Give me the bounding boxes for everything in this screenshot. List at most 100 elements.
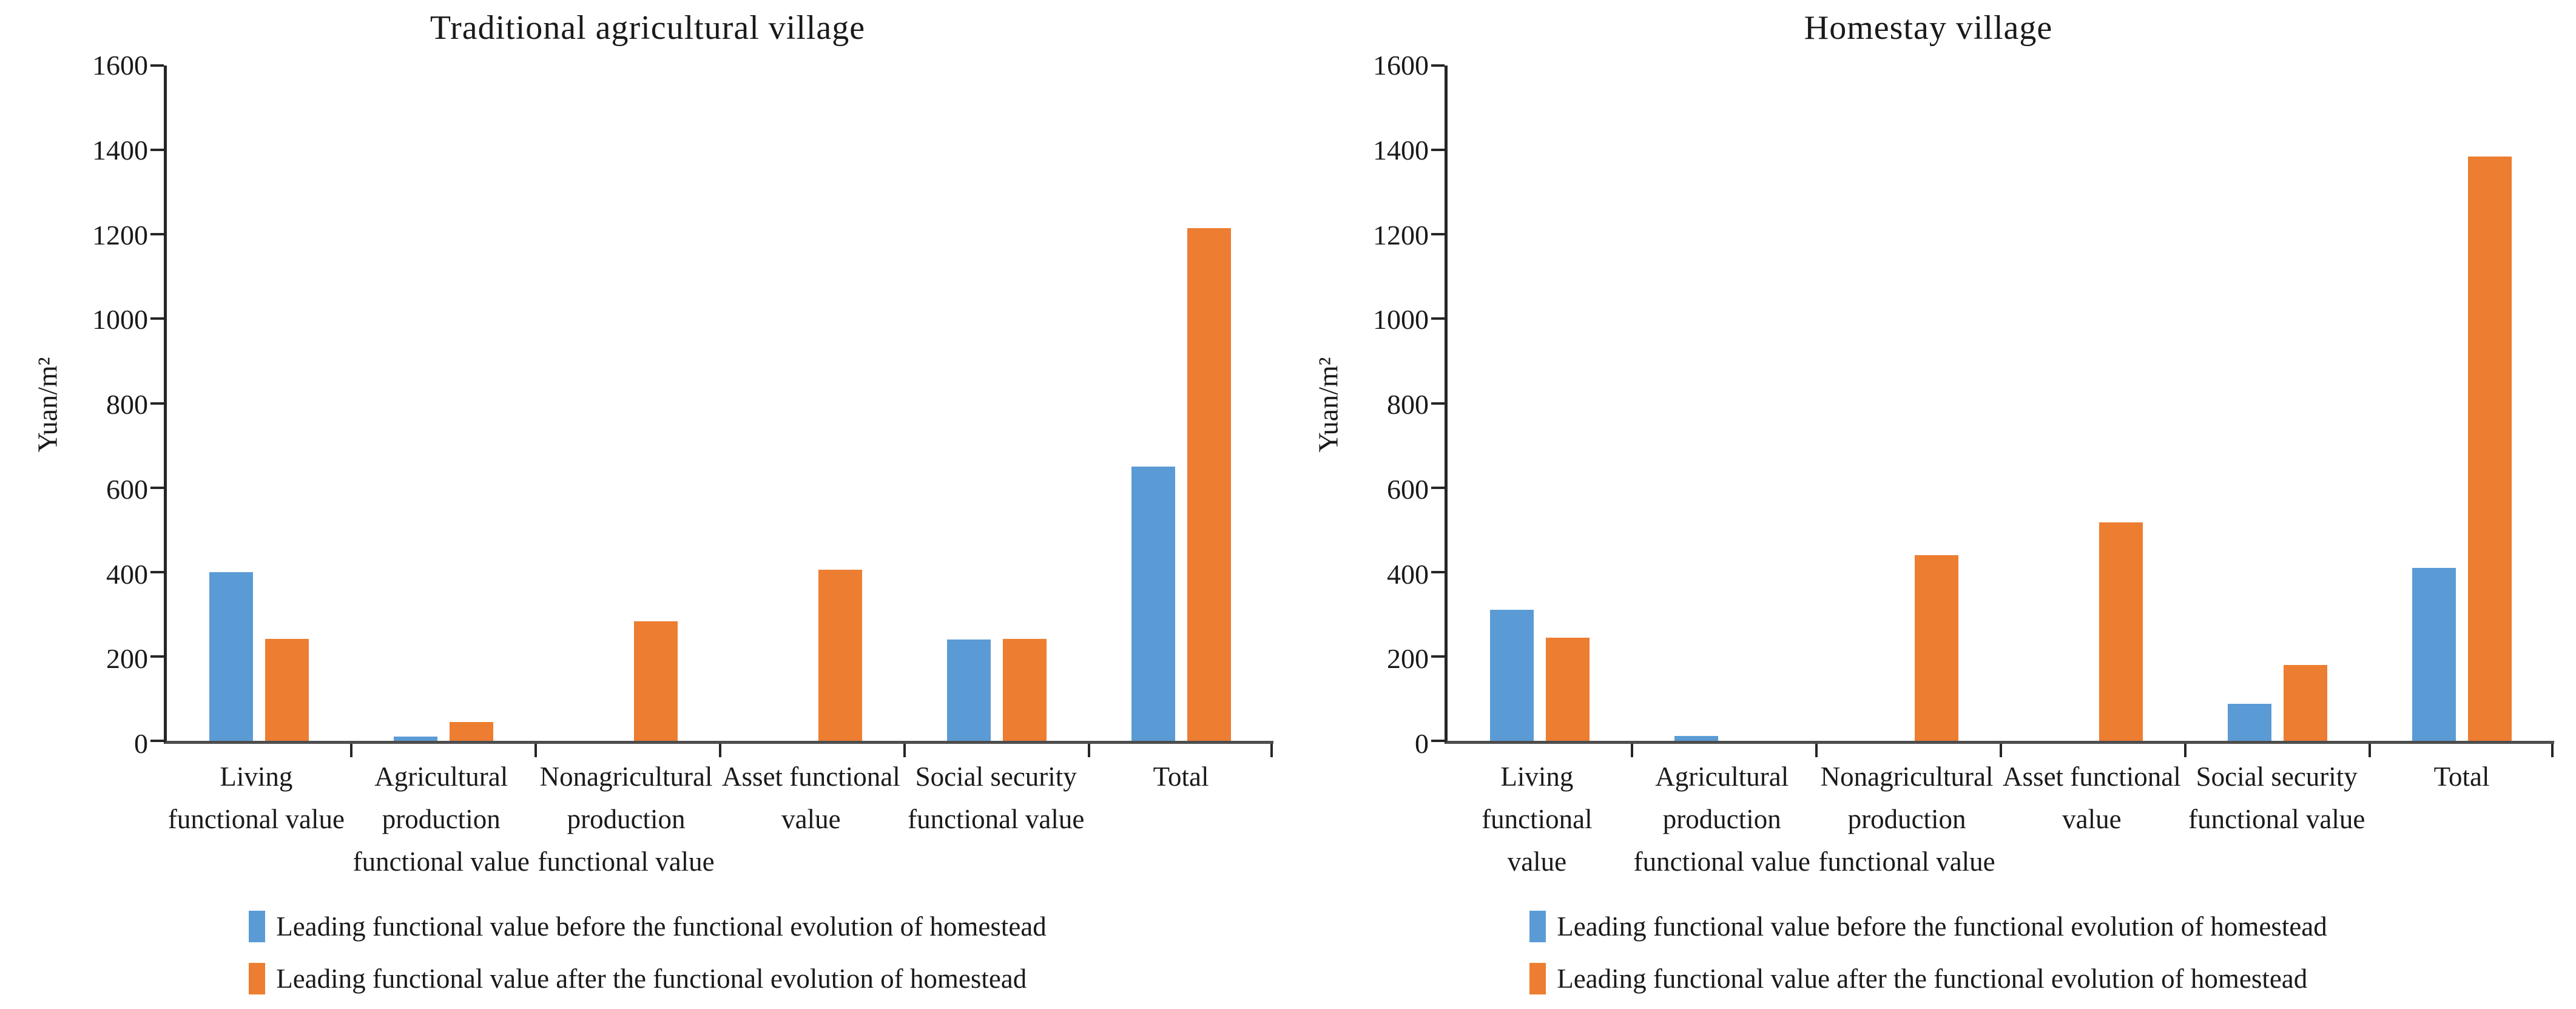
bar-group: [167, 66, 351, 741]
y-tick-mark: [1431, 655, 1445, 658]
x-tick-mark: [534, 744, 537, 757]
legend-swatch-before: [249, 911, 266, 943]
y-axis-title-text: Yuan/m²: [32, 357, 63, 453]
x-category-label: Nonagricultural production functional valu…: [534, 756, 719, 883]
bar-groups: [167, 66, 1273, 741]
x-category-label-line: Social security: [2196, 761, 2358, 792]
x-tick-mark: [2000, 744, 2002, 757]
bar-after: [1187, 228, 1231, 741]
y-tick-label: 600: [106, 473, 148, 505]
y-tick-label: 600: [1387, 473, 1429, 505]
x-tick-mark: [1815, 744, 1818, 757]
plot-area: [1431, 64, 2554, 757]
x-category-label: Agricultural production functional value: [1630, 756, 1815, 883]
bar-after: [1003, 638, 1047, 741]
x-category-label-line: functional value: [167, 803, 345, 834]
x-category-label-line: functional value: [538, 846, 715, 877]
y-tick-label: 400: [106, 558, 148, 590]
plot-area: [150, 64, 1273, 757]
chart-title: Homestay village: [1804, 9, 2053, 47]
x-category-label: Living functional value: [164, 756, 349, 883]
y-tick-mark: [150, 402, 164, 405]
x-category-label-line: production: [382, 803, 501, 834]
y-tick-mark: [1431, 64, 1445, 67]
x-category-label-line: Social security: [915, 761, 1077, 792]
bar-before: [2228, 703, 2271, 741]
x-category-label: Agricultural production functional value: [349, 756, 534, 883]
x-category-label: Asset functional value: [718, 756, 903, 883]
bar-group: [2185, 66, 2370, 741]
legend-swatch-after: [249, 963, 266, 995]
bar-group: [1448, 66, 1632, 741]
legend-label: Leading functional value before the func…: [1557, 911, 2327, 942]
x-category-label-line: production: [1847, 803, 1966, 834]
x-tick-mark: [1270, 744, 1273, 757]
x-category-label-line: Nonagricultural: [539, 761, 713, 792]
y-tick-label: 0: [1415, 728, 1429, 759]
x-category-label-line: functional value: [1633, 846, 1810, 877]
x-category-label-line: Agricultural: [1655, 761, 1789, 792]
y-tick-label: 1400: [92, 134, 148, 166]
chart-homestay-village: Homestay village Yuan/m² 1600 1400 1200 100…: [1288, 0, 2569, 1009]
y-axis-title: Yuan/m²: [22, 66, 73, 744]
y-tick-mark: [1431, 233, 1445, 236]
bar-group: [351, 66, 536, 741]
x-category-label-line: value: [1507, 846, 1567, 877]
y-tick-mark: [1431, 486, 1445, 489]
y-tick-mark: [150, 486, 164, 489]
y-tick-mark: [1431, 402, 1445, 405]
x-category-label-line: value: [2062, 803, 2122, 834]
bar-before: [947, 639, 991, 741]
x-category-label-line: Asset functional: [722, 761, 900, 792]
bar-after: [1546, 637, 1590, 741]
chart-body: Yuan/m² 1600 1400 1200 1000 800 600 400 200 0: [1303, 52, 2554, 758]
bar-after: [2468, 156, 2512, 741]
y-tick-mark: [150, 233, 164, 236]
y-tick-mark: [150, 317, 164, 320]
legend-label: Leading functional value after the funct…: [276, 963, 1027, 994]
y-tick-mark: [1431, 740, 1445, 742]
legend: Leading functional value before the func…: [1529, 911, 2327, 995]
legend-swatch-before: [1529, 911, 1546, 943]
y-axis-title-text: Yuan/m²: [1312, 357, 1344, 453]
x-category-label: Total: [1088, 756, 1273, 883]
x-category-label-line: Living functional: [1482, 761, 1593, 834]
bar-after: [818, 570, 862, 741]
bar-group: [1089, 66, 1273, 741]
x-category-label-line: production: [567, 803, 686, 834]
legend: Leading functional value before the func…: [249, 911, 1047, 995]
x-tick-mark: [2551, 744, 2554, 757]
y-axis-title: Yuan/m²: [1303, 66, 1354, 744]
x-category-label: Social security functional value: [903, 756, 1088, 883]
legend-swatch-after: [1529, 963, 1546, 995]
bar-groups: [1448, 66, 2554, 741]
x-tick-mark: [1630, 744, 1633, 757]
y-tick-mark: [150, 64, 164, 67]
y-axis: 1600 1400 1200 1000 800 600 400 200 0: [73, 52, 164, 758]
y-tick-label: 200: [106, 643, 148, 675]
legend-item-before: Leading functional value before the func…: [249, 911, 1047, 943]
y-tick-label: 1000: [92, 304, 148, 336]
x-category-label-line: Agricultural: [374, 761, 508, 792]
y-tick-label: 1600: [1373, 50, 1429, 81]
y-tick-mark: [150, 149, 164, 152]
x-tick-mark: [903, 744, 906, 757]
y-tick-mark: [1431, 149, 1445, 152]
y-tick-label: 1600: [92, 50, 148, 81]
bar-after: [2099, 522, 2143, 741]
x-tick-mark: [2183, 744, 2187, 757]
y-tick-mark: [150, 740, 164, 742]
y-tick-label: 200: [1387, 643, 1429, 675]
y-tick-mark: [1431, 570, 1445, 573]
bar-before: [209, 572, 253, 741]
x-category-label-line: Total: [1153, 761, 1209, 792]
x-category-label: Nonagricultural production functional valu…: [1815, 756, 2000, 883]
legend-item-after: Leading functional value after the funct…: [249, 963, 1047, 995]
bar-after: [265, 638, 309, 741]
y-tick-label: 1200: [1373, 219, 1429, 251]
y-tick-mark: [1431, 317, 1445, 320]
bar-group: [720, 66, 905, 741]
x-tick-mark: [2369, 744, 2371, 757]
bar-group: [2001, 66, 2185, 741]
bar-before: [2412, 567, 2456, 741]
